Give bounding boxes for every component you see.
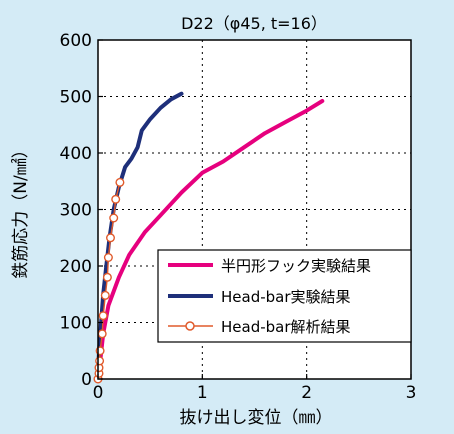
legend-label-hook: 半円形フック実験結果 <box>221 257 371 275</box>
series-point-2 <box>103 252 113 262</box>
y-tick-label: 500 <box>60 88 92 108</box>
y-tick-label: 0 <box>81 370 92 390</box>
x-axis-title: 抜け出し変位（㎜） <box>180 408 333 428</box>
legend-label-headbar-analysis: Head-bar解析結果 <box>221 318 351 336</box>
series-point-2 <box>95 356 105 366</box>
series-point-2 <box>109 213 119 223</box>
series-point-2 <box>102 272 112 282</box>
y-tick-label: 300 <box>60 201 92 221</box>
series-point-2 <box>111 194 121 204</box>
y-axis-title: 鉄筋応力（N/㎟） <box>11 141 31 278</box>
chart-title: D22（φ45, t=16） <box>181 14 327 33</box>
series-point-2 <box>100 290 110 300</box>
series-point-2 <box>105 233 115 243</box>
y-tick-label: 200 <box>60 257 92 277</box>
series-line-1 <box>96 91 184 381</box>
ticks: 0 1 2 3 0 100 200 300 400 500 600 <box>60 31 417 403</box>
series-line-0 <box>96 99 325 381</box>
series-point-2 <box>98 311 108 321</box>
x-tick-label: 1 <box>197 383 208 403</box>
legend: 半円形フック実験結果 Head-bar実験結果 Head-bar解析結果 <box>157 249 412 343</box>
x-tick-label: 0 <box>93 383 104 403</box>
y-tick-label: 600 <box>60 31 92 51</box>
y-tick-label: 100 <box>60 314 92 334</box>
x-tick-label: 2 <box>301 383 312 403</box>
series-point-2 <box>97 329 107 339</box>
legend-label-headbar-test: Head-bar実験結果 <box>221 288 351 306</box>
series-point-2 <box>115 177 125 187</box>
x-tick-label: 3 <box>406 383 417 403</box>
legend-marker-headbar-analysis <box>185 321 195 331</box>
y-tick-label: 400 <box>60 144 92 164</box>
